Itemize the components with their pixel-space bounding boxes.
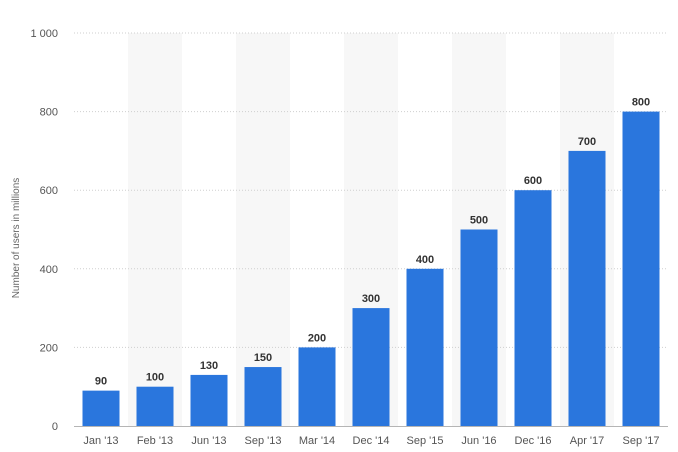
data-label: 700 xyxy=(578,136,596,148)
x-tick-label: Dec '14 xyxy=(353,435,390,447)
data-label: 300 xyxy=(362,293,380,305)
x-tick-label: Feb '13 xyxy=(137,435,173,447)
data-label: 90 xyxy=(95,376,107,388)
y-axis: 0 200 400 600 800 1 000 xyxy=(30,28,58,433)
data-label: 200 xyxy=(308,332,326,344)
data-label: 400 xyxy=(416,254,434,266)
x-tick-label: Sep '17 xyxy=(623,435,660,447)
y-tick-label: 800 xyxy=(40,107,58,119)
bars xyxy=(82,111,660,427)
y-tick-label: 200 xyxy=(40,342,58,354)
y-tick-label: 1 000 xyxy=(30,28,58,40)
bar[interactable] xyxy=(352,308,390,426)
data-label: 100 xyxy=(146,372,164,384)
x-tick-label: Sep '15 xyxy=(407,435,444,447)
x-tick-label: Jun '13 xyxy=(191,435,226,447)
y-axis-title: Number of users in millions xyxy=(11,178,22,299)
data-label: 130 xyxy=(200,360,218,372)
bar[interactable] xyxy=(406,268,444,426)
x-axis: Jan '13 Feb '13 Jun '13 Sep '13 Mar '14 Dec '… xyxy=(83,435,659,447)
y-tick-label: 600 xyxy=(40,185,58,197)
x-tick-label: Jun '16 xyxy=(461,435,496,447)
bar[interactable] xyxy=(82,390,120,426)
bar[interactable] xyxy=(244,367,282,426)
bar[interactable] xyxy=(190,374,228,426)
data-label: 500 xyxy=(470,215,488,227)
x-tick-label: Mar '14 xyxy=(299,435,335,447)
bar[interactable] xyxy=(568,150,606,426)
data-labels: 90 100 130 150 200 300 400 500 600 700 800 xyxy=(95,97,650,388)
data-label: 800 xyxy=(632,97,650,109)
data-label: 150 xyxy=(254,352,272,364)
data-label: 600 xyxy=(524,175,542,187)
y-tick-label: 0 xyxy=(52,421,58,433)
bar[interactable] xyxy=(514,190,552,426)
background-band xyxy=(128,33,182,426)
x-tick-label: Jan '13 xyxy=(83,435,118,447)
bar[interactable] xyxy=(622,111,660,426)
bar[interactable] xyxy=(136,386,174,426)
x-tick-label: Dec '16 xyxy=(515,435,552,447)
bar[interactable] xyxy=(298,347,336,426)
x-tick-label: Apr '17 xyxy=(570,435,605,447)
x-tick-label: Sep '13 xyxy=(245,435,282,447)
background-band xyxy=(236,33,290,426)
y-tick-label: 400 xyxy=(40,264,58,276)
bar[interactable] xyxy=(460,229,498,427)
